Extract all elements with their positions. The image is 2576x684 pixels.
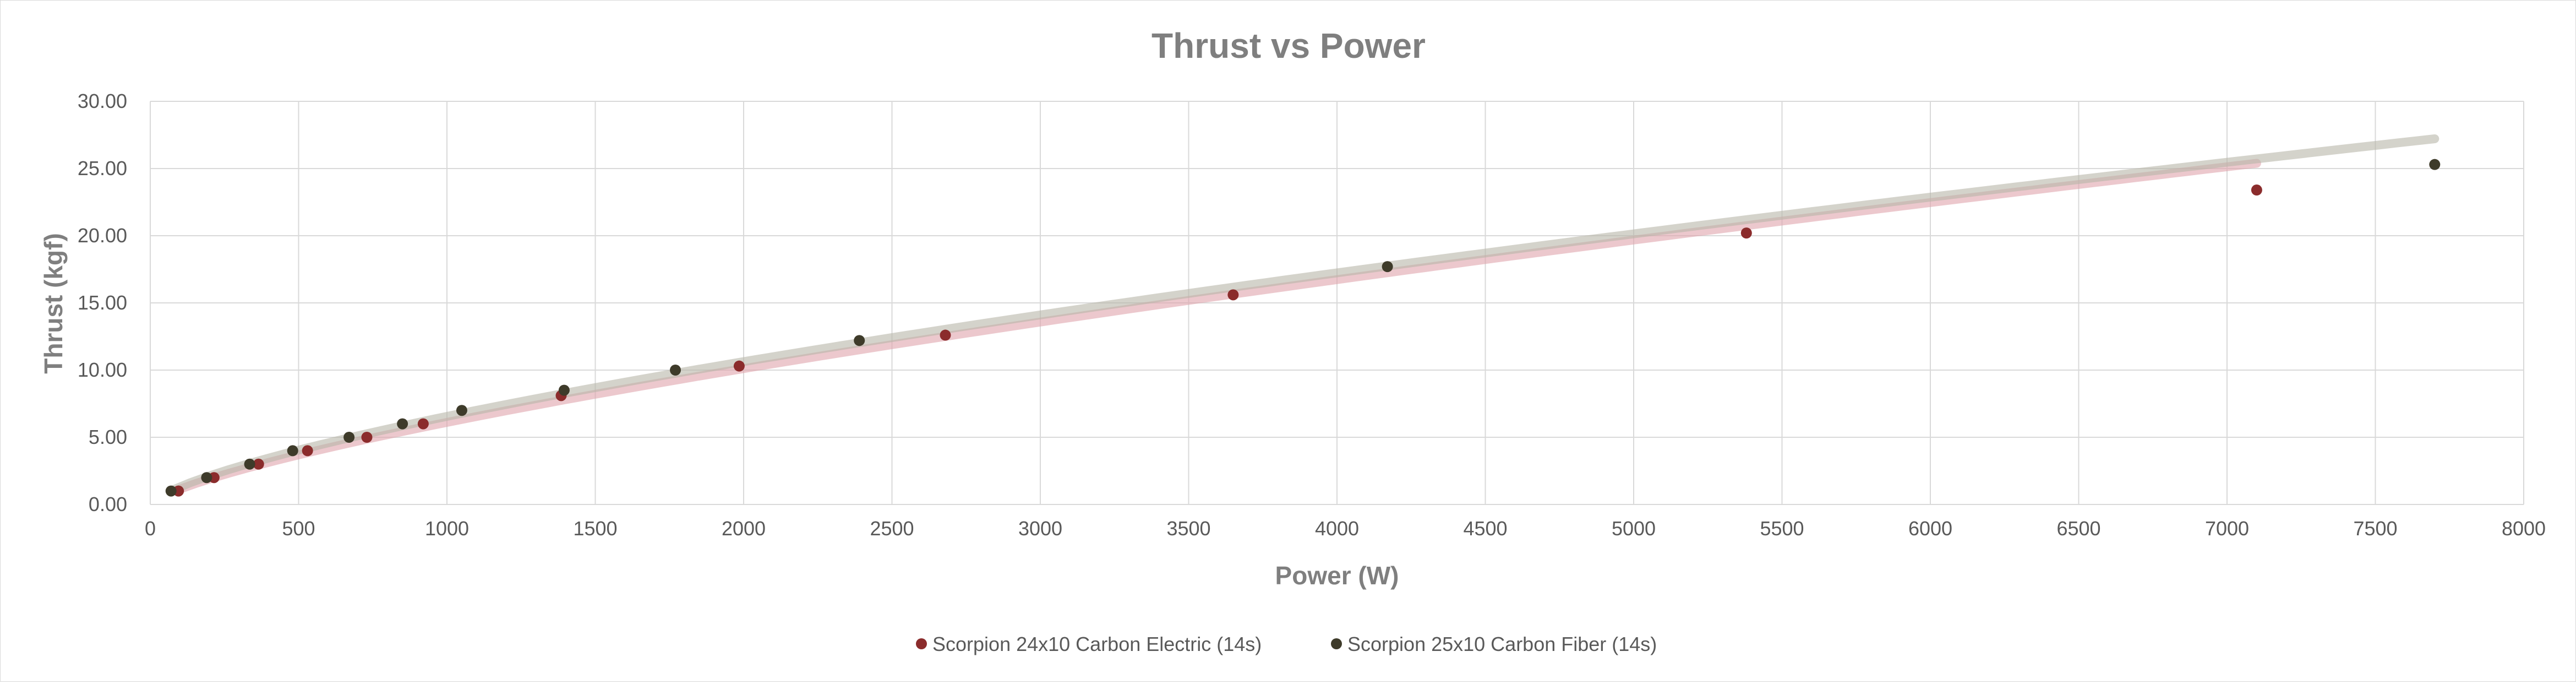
y-tick-label: 15.00 <box>78 291 127 314</box>
legend-marker-25x10 <box>1331 638 1342 649</box>
y-axis-title: Thrust (kgf) <box>39 233 68 374</box>
tick-labels: 0 500 1000 1500 2000 2500 3000 3500 4000 4500 5000… <box>78 90 2546 540</box>
trendline-series-0 <box>174 159 2261 495</box>
data-point-series-0 <box>1227 289 1239 301</box>
legend-label-25x10: Scorpion 25x10 Carbon Fiber (14s) <box>1347 633 1657 655</box>
y-tick-label: 0.00 <box>89 493 127 515</box>
legend-marker-24x10 <box>916 638 927 649</box>
data-point-series-1 <box>201 472 212 484</box>
data-point-series-1 <box>1382 261 1393 273</box>
data-point-series-1 <box>343 432 355 443</box>
data-point-series-0 <box>2251 184 2262 196</box>
x-tick-label: 2500 <box>870 517 914 540</box>
x-tick-label: 5500 <box>1760 517 1804 540</box>
x-tick-label: 1500 <box>573 517 617 540</box>
data-point-series-0 <box>417 418 429 430</box>
y-tick-label: 20.00 <box>78 224 127 247</box>
x-tick-label: 2000 <box>722 517 766 540</box>
data-point-series-1 <box>2429 159 2441 170</box>
x-tick-label: 3000 <box>1018 517 1062 540</box>
y-tick-label: 30.00 <box>78 90 127 112</box>
x-tick-label: 8000 <box>2502 517 2546 540</box>
trendline-series-1 <box>166 134 2439 495</box>
data-point-series-1 <box>854 335 865 346</box>
data-point-series-1 <box>558 384 570 396</box>
grid <box>150 101 2524 505</box>
data-point-series-0 <box>940 329 951 341</box>
x-tick-label: 0 <box>145 517 156 540</box>
x-tick-label: 3500 <box>1166 517 1210 540</box>
data-point-series-0 <box>733 360 745 372</box>
x-tick-label: 4000 <box>1315 517 1359 540</box>
data-point-series-1 <box>287 445 298 457</box>
x-axis-title: Power (W) <box>1275 561 1399 590</box>
data-point-series-1 <box>244 458 255 470</box>
y-tick-label: 5.00 <box>89 426 127 448</box>
y-tick-label: 25.00 <box>78 157 127 180</box>
x-tick-label: 7500 <box>2353 517 2397 540</box>
x-tick-label: 7000 <box>2205 517 2249 540</box>
data-point-series-0 <box>361 432 373 443</box>
y-tick-label: 10.00 <box>78 359 127 381</box>
trendlines <box>166 134 2439 495</box>
data-point-series-0 <box>1740 227 1752 239</box>
legend: Scorpion 24x10 Carbon Electric (14s) Sco… <box>916 633 1657 655</box>
data-points <box>165 159 2441 497</box>
x-tick-label: 500 <box>282 517 315 540</box>
data-point-series-0 <box>253 458 264 470</box>
x-tick-label: 6500 <box>2056 517 2100 540</box>
x-tick-label: 6000 <box>1908 517 1952 540</box>
data-point-series-1 <box>456 405 467 416</box>
x-tick-label: 4500 <box>1463 517 1507 540</box>
x-tick-label: 5000 <box>1612 517 1656 540</box>
x-tick-label: 1000 <box>425 517 469 540</box>
data-point-series-1 <box>397 418 408 430</box>
data-point-series-1 <box>165 485 177 497</box>
legend-label-24x10: Scorpion 24x10 Carbon Electric (14s) <box>932 633 1262 655</box>
data-point-series-1 <box>670 365 681 376</box>
chart-title: Thrust vs Power <box>1151 26 1426 66</box>
data-point-series-0 <box>302 445 313 457</box>
